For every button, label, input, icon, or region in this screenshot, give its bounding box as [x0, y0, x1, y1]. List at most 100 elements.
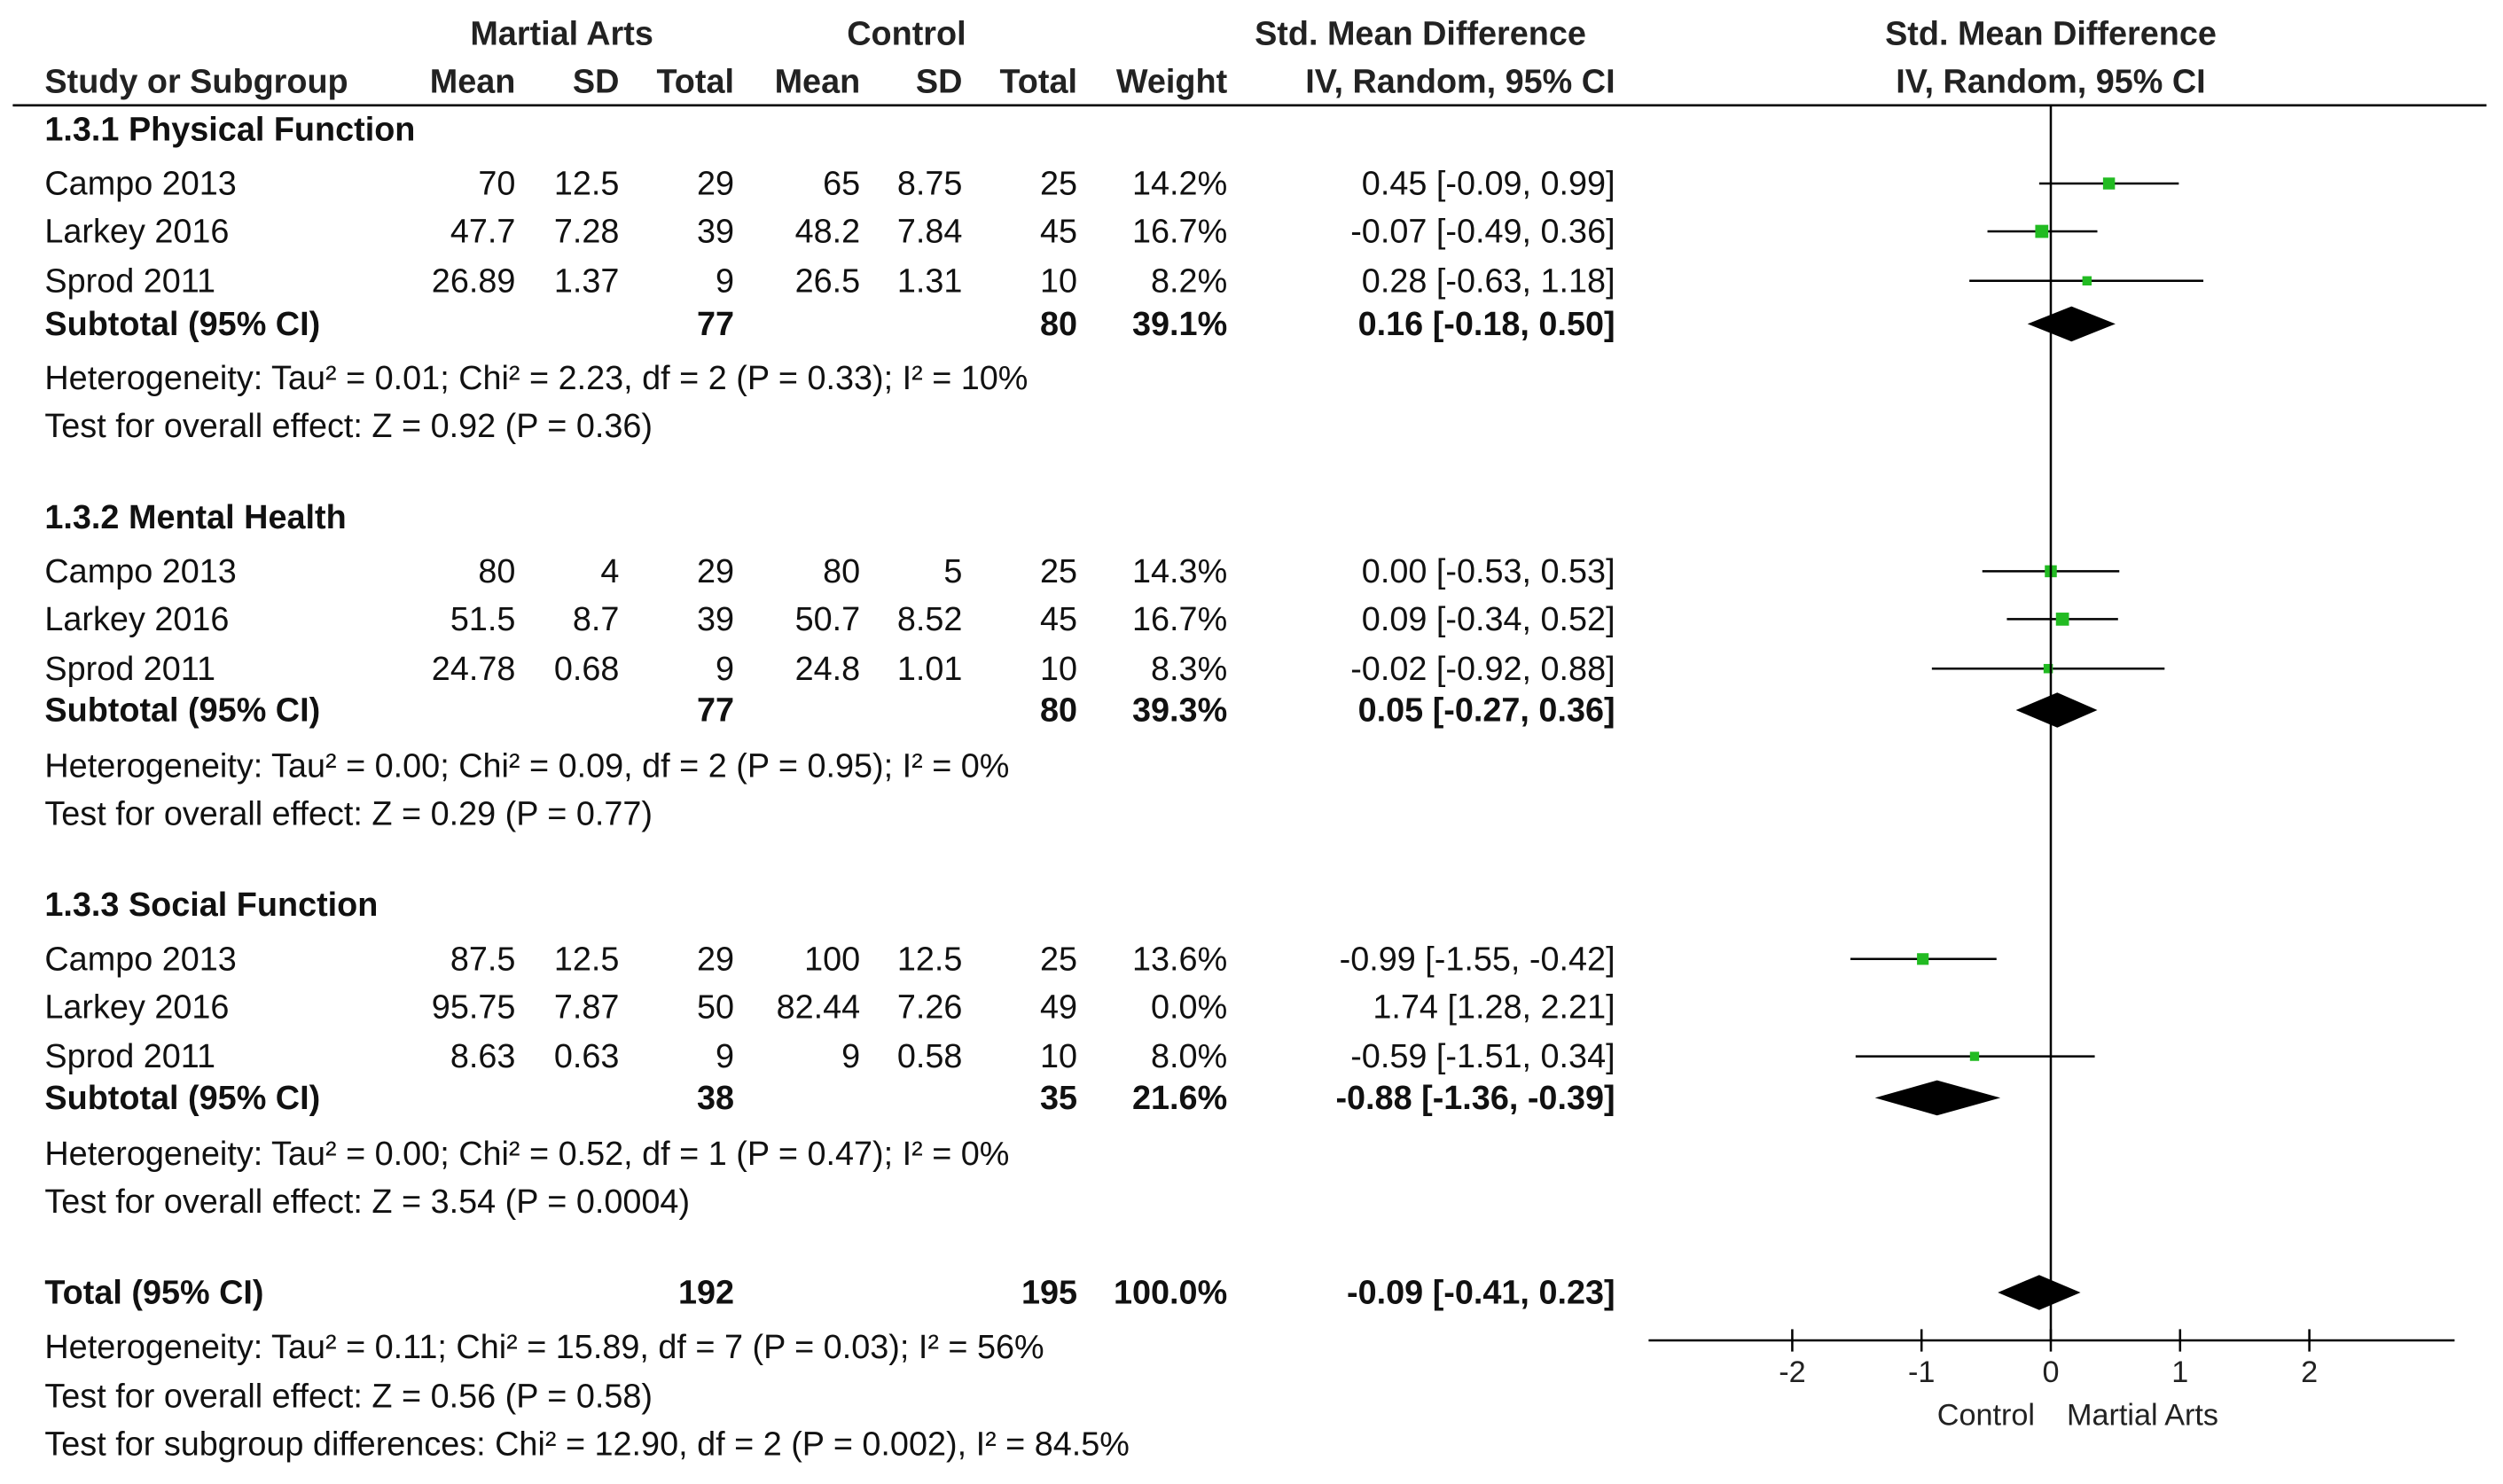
- study-ma-sd: 4: [600, 553, 619, 590]
- study-ma-mean: 95.75: [432, 988, 516, 1026]
- study-name: Larkey 2016: [44, 214, 229, 251]
- subtotal-c-total: 80: [1040, 692, 1077, 730]
- total-ma-total: 192: [678, 1275, 734, 1312]
- header-group-control: Control: [847, 15, 966, 52]
- subtotal-weight: 39.1%: [1132, 306, 1227, 343]
- study-weight: 14.2%: [1132, 166, 1227, 203]
- total-c-total: 195: [1021, 1275, 1077, 1312]
- subtotal-c-total: 80: [1040, 306, 1077, 343]
- study-ci: 0.45 [-0.09, 0.99]: [1362, 166, 1615, 203]
- study-ma-total: 29: [697, 166, 734, 203]
- subgroup-heterogeneity: Heterogeneity: Tau² = 0.00; Chi² = 0.09,…: [44, 748, 1009, 785]
- study-ci: -0.59 [-1.51, 0.34]: [1350, 1038, 1615, 1075]
- study-weight: 0.0%: [1151, 988, 1227, 1026]
- study-marker-point: [2102, 177, 2116, 190]
- subgroup-title: 1.3.1 Physical Function: [44, 111, 415, 148]
- subtotal-diamond: [2027, 306, 2116, 342]
- subtotal-weight: 39.3%: [1132, 692, 1227, 730]
- study-ma-sd: 0.63: [554, 1038, 620, 1075]
- study-ma-mean: 70: [478, 166, 515, 203]
- header-col-c-mean: Mean: [775, 63, 861, 100]
- total-diamond: [1998, 1275, 2081, 1310]
- header-plot-title: Std. Mean Difference: [1885, 15, 2217, 52]
- study-weight: 16.7%: [1132, 214, 1227, 251]
- study-name: Larkey 2016: [44, 601, 229, 638]
- x-tick-label: 1: [2171, 1355, 2188, 1389]
- study-ma-mean: 51.5: [450, 601, 516, 638]
- study-weight: 14.3%: [1132, 553, 1227, 590]
- header-col-ma-sd: SD: [573, 63, 620, 100]
- study-c-mean: 48.2: [795, 214, 861, 251]
- study-ci: 0.00 [-0.53, 0.53]: [1362, 553, 1615, 590]
- x-tick-label: 0: [2042, 1355, 2059, 1389]
- study-weight: 8.2%: [1151, 262, 1227, 300]
- subgroup-overall-effect: Test for overall effect: Z = 3.54 (P = 0…: [44, 1183, 690, 1221]
- study-ma-mean: 8.63: [450, 1038, 516, 1075]
- header-group-martial-arts: Martial Arts: [470, 15, 653, 52]
- subgroup-heterogeneity: Heterogeneity: Tau² = 0.00; Chi² = 0.52,…: [44, 1136, 1009, 1173]
- x-tick-label: 2: [2301, 1355, 2318, 1389]
- study-c-total: 25: [1040, 553, 1077, 590]
- study-ci: 1.74 [1.28, 2.21]: [1373, 988, 1615, 1026]
- subtotal-ci: 0.16 [-0.18, 0.50]: [1358, 306, 1615, 343]
- study-name: Sprod 2011: [44, 262, 215, 300]
- study-name: Larkey 2016: [44, 988, 229, 1026]
- study-weight: 8.0%: [1151, 1038, 1227, 1075]
- study-c-total: 45: [1040, 601, 1077, 638]
- header-col-ma-total: Total: [657, 63, 734, 100]
- study-ma-total: 50: [697, 988, 734, 1026]
- study-c-mean: 24.8: [795, 651, 861, 688]
- total-ci: -0.09 [-0.41, 0.23]: [1347, 1275, 1615, 1312]
- study-c-total: 45: [1040, 214, 1077, 251]
- study-ma-sd: 0.68: [554, 651, 620, 688]
- study-ma-sd: 12.5: [554, 941, 620, 978]
- axis-label-martial-arts: Martial Arts: [2067, 1398, 2218, 1432]
- study-c-mean: 82.44: [777, 988, 861, 1026]
- study-name: Sprod 2011: [44, 651, 215, 688]
- study-c-sd: 7.26: [897, 988, 963, 1026]
- subtotal-diamond: [2015, 692, 2098, 728]
- total-label: Total (95% CI): [44, 1275, 263, 1312]
- study-c-mean: 100: [804, 941, 860, 978]
- study-ma-total: 39: [697, 601, 734, 638]
- study-c-sd: 1.01: [897, 651, 963, 688]
- study-ci: -0.99 [-1.55, -0.42]: [1340, 941, 1615, 978]
- header-col-study: Study or Subgroup: [44, 63, 348, 100]
- study-weight: 16.7%: [1132, 601, 1227, 638]
- subtotal-ma-total: 38: [697, 1080, 734, 1117]
- table-rows: 1.3.1 Physical Function Campo 2013 70 12.5 2…: [44, 111, 1615, 1463]
- header-col-weight: Weight: [1116, 63, 1228, 100]
- header-plot-subtitle: IV, Random, 95% CI: [1896, 63, 2205, 100]
- plot-area: -2 -1 0 1 2 Control Martial Arts: [1648, 105, 2455, 1432]
- study-c-sd: 1.31: [897, 262, 963, 300]
- footer-line: Test for subgroup differences: Chi² = 12…: [44, 1426, 1130, 1464]
- subtotal-weight: 21.6%: [1132, 1080, 1227, 1117]
- study-weight: 8.3%: [1151, 651, 1227, 688]
- study-c-total: 10: [1040, 651, 1077, 688]
- header-smd-subtitle: IV, Random, 95% CI: [1305, 63, 1615, 100]
- study-c-sd: 5: [943, 553, 962, 590]
- study-c-total: 25: [1040, 941, 1077, 978]
- study-c-total: 10: [1040, 1038, 1077, 1075]
- study-ma-total: 29: [697, 941, 734, 978]
- study-c-mean: 26.5: [795, 262, 861, 300]
- study-ma-mean: 24.78: [432, 651, 516, 688]
- subtotal-ma-total: 77: [697, 692, 734, 730]
- study-c-sd: 12.5: [897, 941, 963, 978]
- study-c-mean: 65: [823, 166, 860, 203]
- subtotal-ma-total: 77: [697, 306, 734, 343]
- study-ma-total: 39: [697, 214, 734, 251]
- study-ma-sd: 1.37: [554, 262, 620, 300]
- study-c-mean: 50.7: [795, 601, 861, 638]
- subtotal-label: Subtotal (95% CI): [44, 306, 320, 343]
- study-marker-point: [2082, 276, 2092, 286]
- study-ma-total: 9: [716, 1038, 734, 1075]
- study-ma-total: 9: [716, 262, 734, 300]
- study-ci: 0.28 [-0.63, 1.18]: [1362, 262, 1615, 300]
- subtotal-ci: 0.05 [-0.27, 0.36]: [1358, 692, 1615, 730]
- study-c-sd: 7.84: [897, 214, 963, 251]
- study-c-total: 10: [1040, 262, 1077, 300]
- study-ma-mean: 26.89: [432, 262, 516, 300]
